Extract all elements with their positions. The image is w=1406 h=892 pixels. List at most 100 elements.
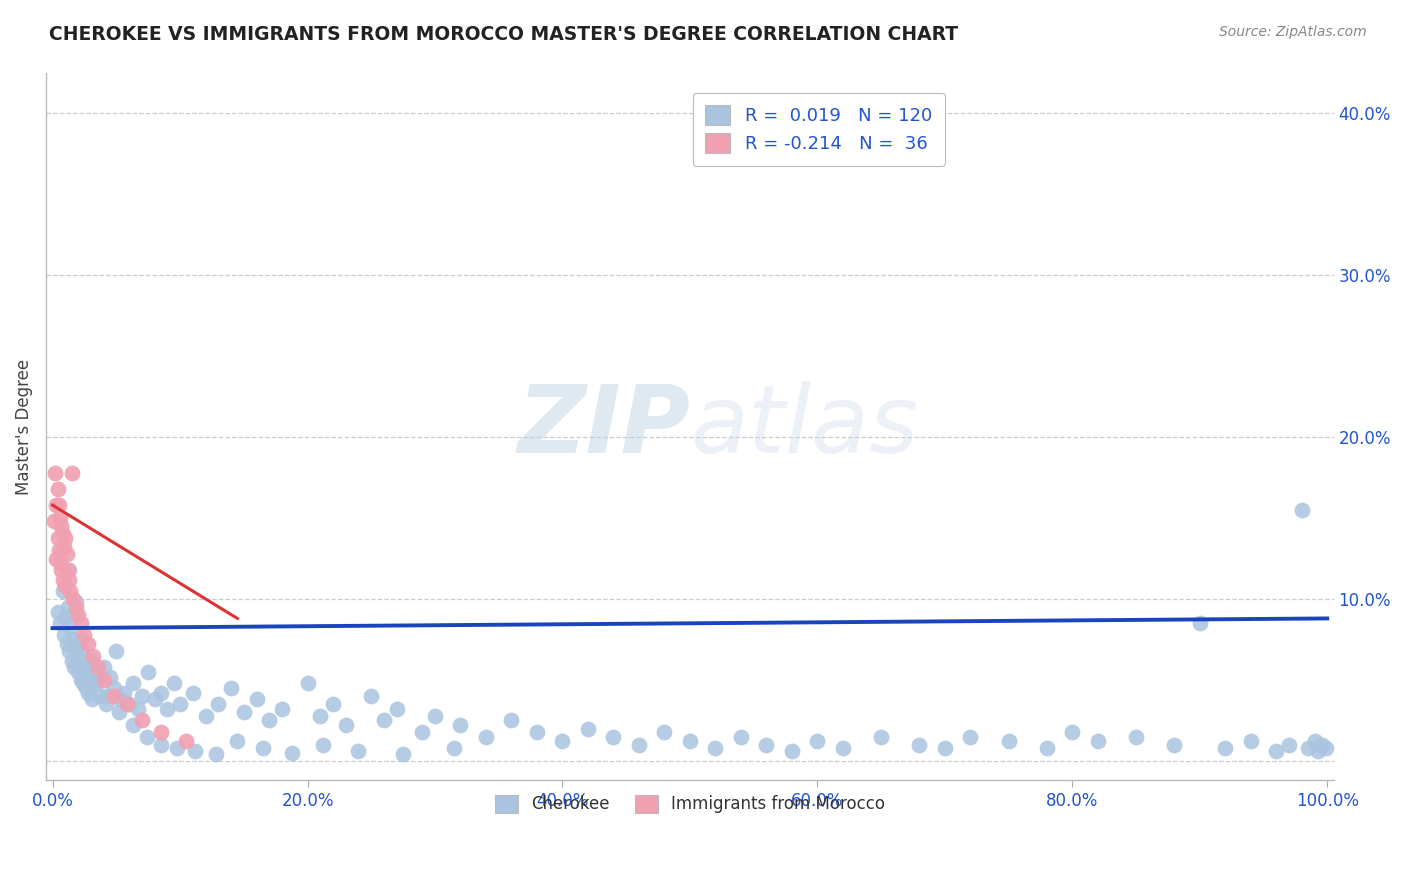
Point <box>44 466 66 480</box>
Point <box>60 466 83 480</box>
Point <box>475 730 498 744</box>
Point <box>1125 730 1147 744</box>
Point <box>96 689 118 703</box>
Point <box>58 573 80 587</box>
Point <box>576 722 599 736</box>
Point <box>163 676 186 690</box>
Point <box>1308 744 1330 758</box>
Point <box>51 519 73 533</box>
Point <box>602 730 624 744</box>
Point <box>108 692 131 706</box>
Point <box>309 708 332 723</box>
Point <box>42 514 65 528</box>
Point <box>118 697 141 711</box>
Point <box>62 608 84 623</box>
Point <box>108 706 131 720</box>
Point <box>169 697 191 711</box>
Point <box>80 692 103 706</box>
Point <box>69 632 91 647</box>
Point <box>1163 738 1185 752</box>
Point <box>181 686 204 700</box>
Point <box>1315 740 1337 755</box>
Point <box>281 746 304 760</box>
Point <box>1213 740 1236 755</box>
Point <box>82 648 104 663</box>
Point <box>48 498 70 512</box>
Point <box>411 724 433 739</box>
Point <box>245 692 267 706</box>
Point <box>53 611 76 625</box>
Point <box>103 681 125 695</box>
Point <box>131 689 153 703</box>
Point <box>259 714 281 728</box>
Point <box>997 734 1019 748</box>
Point <box>252 740 274 755</box>
Text: Source: ZipAtlas.com: Source: ZipAtlas.com <box>1219 25 1367 39</box>
Point <box>143 692 166 706</box>
Point <box>704 740 727 755</box>
Point <box>73 660 96 674</box>
Point <box>1265 744 1288 758</box>
Point <box>627 738 650 752</box>
Point <box>831 740 853 755</box>
Point <box>52 583 75 598</box>
Point <box>1240 734 1263 748</box>
Point <box>373 714 395 728</box>
Point <box>56 563 79 577</box>
Point <box>53 579 76 593</box>
Point <box>55 637 77 651</box>
Point <box>551 734 574 748</box>
Point <box>51 563 73 577</box>
Point <box>127 702 149 716</box>
Point <box>49 511 72 525</box>
Point <box>67 608 90 623</box>
Point <box>149 724 172 739</box>
Point <box>934 740 956 755</box>
Point <box>1296 740 1319 755</box>
Point <box>83 665 105 679</box>
Point <box>450 718 472 732</box>
Point <box>501 714 523 728</box>
Point <box>335 718 357 732</box>
Point <box>46 605 69 619</box>
Point <box>46 531 69 545</box>
Point <box>105 644 128 658</box>
Point <box>59 583 82 598</box>
Point <box>76 670 98 684</box>
Point <box>62 592 84 607</box>
Point <box>219 681 242 695</box>
Point <box>385 702 408 716</box>
Point <box>131 714 153 728</box>
Point <box>67 665 90 679</box>
Point <box>136 665 159 679</box>
Point <box>149 738 172 752</box>
Point <box>870 730 893 744</box>
Legend: Cherokee, Immigrants from Morocco: Cherokee, Immigrants from Morocco <box>482 783 897 825</box>
Point <box>122 718 145 732</box>
Point <box>94 697 117 711</box>
Point <box>156 702 179 716</box>
Point <box>312 738 335 752</box>
Point <box>52 573 75 587</box>
Point <box>77 637 100 651</box>
Point <box>59 621 82 635</box>
Point <box>226 734 249 748</box>
Point <box>194 708 217 723</box>
Point <box>65 600 87 615</box>
Point <box>60 632 83 647</box>
Point <box>69 616 91 631</box>
Point <box>103 689 125 703</box>
Point <box>45 498 67 512</box>
Point <box>77 686 100 700</box>
Point <box>1062 724 1084 739</box>
Point <box>75 681 97 695</box>
Point <box>1036 740 1059 755</box>
Point <box>49 616 72 631</box>
Point <box>204 747 226 762</box>
Point <box>360 689 382 703</box>
Point <box>65 640 87 655</box>
Point <box>166 740 188 755</box>
Point <box>149 686 172 700</box>
Point <box>87 660 110 674</box>
Point <box>423 708 446 723</box>
